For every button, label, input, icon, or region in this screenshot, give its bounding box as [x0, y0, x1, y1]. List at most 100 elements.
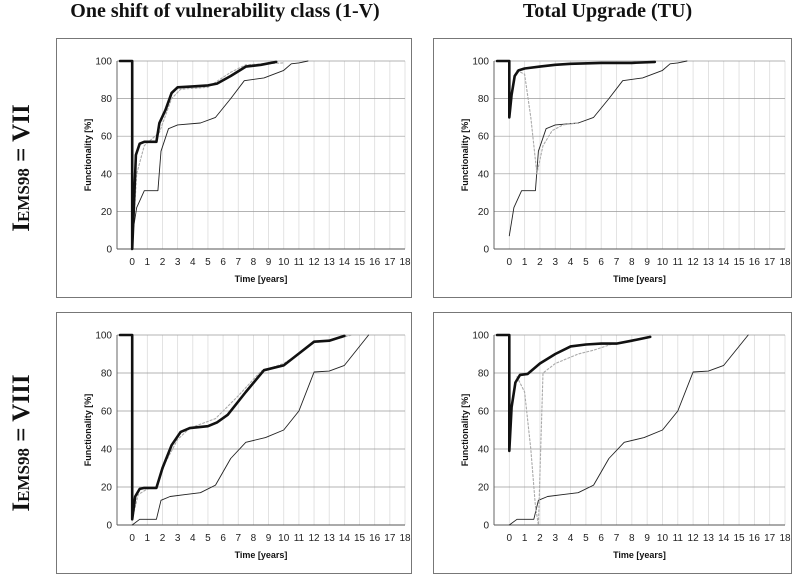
x-tick-label: 15: [354, 533, 366, 544]
series-line-bold: [495, 59, 657, 119]
chart-panel-tu-viii: 0 20 40 60 80 100 0 1 2 3 4 5 6 7 8 9 10 11 12 13 14 15 16 17 18…: [433, 312, 792, 574]
x-tick-label: 12: [688, 533, 700, 544]
x-tick-label: 9: [266, 533, 272, 544]
series-line-thin: [131, 60, 309, 237]
x-tick-label: 17: [384, 533, 396, 544]
x-axis-label: Time [years]: [613, 550, 666, 560]
x-tick-label: 17: [764, 257, 776, 268]
y-tick-label: 20: [101, 207, 113, 218]
x-tick-label: 16: [749, 257, 761, 268]
y-tick-label: 80: [101, 94, 113, 105]
x-tick-label: 8: [251, 257, 257, 268]
x-tick-label: 10: [278, 257, 290, 268]
x-tick-label: 13: [703, 533, 715, 544]
x-tick-label: 4: [190, 533, 196, 544]
y-tick-label: 100: [472, 57, 489, 68]
x-tick-label: 13: [324, 533, 336, 544]
x-tick-label: 12: [688, 257, 700, 268]
y-tick-label: 80: [101, 369, 113, 380]
y-tick-label: 60: [478, 132, 490, 143]
x-tick-label: 14: [339, 257, 351, 268]
x-tick-label: 3: [552, 257, 558, 268]
y-tick-label: 100: [472, 331, 489, 342]
x-tick-label: 7: [235, 257, 241, 268]
y-axis-label: Functionality [%]: [460, 119, 470, 192]
y-tick-label: 80: [478, 94, 490, 105]
series-line-bold: [118, 333, 346, 521]
x-tick-label: 1: [522, 533, 528, 544]
y-tick-label: 40: [101, 445, 113, 456]
x-tick-label: 18: [779, 533, 791, 544]
x-tick-label: 1: [145, 533, 151, 544]
y-tick-label: 0: [483, 521, 489, 532]
series-line-thin: [508, 334, 749, 526]
x-tick-label: 5: [583, 533, 589, 544]
x-tick-label: 11: [673, 533, 684, 544]
series-line-dotted: [516, 69, 579, 175]
y-tick-label: 60: [101, 407, 113, 418]
y-tick-label: 40: [478, 169, 490, 180]
x-tick-label: 12: [308, 257, 320, 268]
y-tick-label: 60: [101, 132, 113, 143]
series-line-bold: [118, 59, 278, 251]
x-tick-label: 13: [703, 257, 715, 268]
x-tick-label: 0: [507, 257, 513, 268]
x-tick-label: 7: [614, 257, 620, 268]
x-tick-label: 3: [175, 533, 181, 544]
x-tick-label: 13: [324, 257, 336, 268]
x-tick-label: 9: [266, 257, 272, 268]
y-axis-label: Functionality [%]: [460, 394, 470, 467]
row-title-vii: IEMS98 = VII: [8, 104, 35, 232]
series-line-dotted: [516, 342, 618, 526]
y-tick-label: 40: [478, 445, 490, 456]
x-tick-label: 2: [537, 257, 543, 268]
x-tick-label: 3: [552, 533, 558, 544]
x-tick-label: 10: [278, 533, 290, 544]
x-tick-label: 9: [644, 257, 650, 268]
x-tick-label: 0: [507, 533, 513, 544]
chart-panel-1v-vii: 0 20 40 60 80 100 0 1 2 3 4 5 6 7 8 9 10 11 12 13 14 15 16 17 18…: [56, 38, 412, 298]
x-tick-label: 16: [369, 533, 381, 544]
x-tick-label: 15: [354, 257, 366, 268]
x-tick-label: 6: [220, 257, 226, 268]
x-tick-label: 0: [129, 533, 135, 544]
x-tick-label: 6: [598, 533, 604, 544]
x-tick-label: 6: [220, 533, 226, 544]
x-tick-label: 17: [764, 533, 776, 544]
x-axis-label: Time [years]: [235, 550, 288, 560]
x-tick-label: 7: [614, 533, 620, 544]
y-tick-label: 20: [478, 207, 490, 218]
x-tick-label: 15: [733, 257, 745, 268]
x-tick-label: 16: [369, 257, 381, 268]
y-tick-label: 60: [478, 407, 490, 418]
y-axis-label: Functionality [%]: [83, 394, 93, 467]
x-tick-label: 3: [175, 257, 181, 268]
y-axis-label: Functionality [%]: [83, 119, 93, 192]
x-tick-label: 9: [644, 533, 650, 544]
x-tick-label: 10: [657, 533, 669, 544]
x-tick-label: 1: [522, 257, 528, 268]
x-axis-label: Time [years]: [235, 274, 288, 284]
x-tick-label: 5: [205, 533, 211, 544]
y-tick-label: 20: [478, 483, 490, 494]
x-tick-label: 18: [399, 257, 411, 268]
x-tick-label: 7: [235, 533, 241, 544]
chart-panel-tu-vii: 0 20 40 60 80 100 0 1 2 3 4 5 6 7 8 9 10 11 12 13 14 15 16 17 18…: [433, 38, 792, 298]
x-tick-label: 8: [629, 533, 635, 544]
y-tick-label: 40: [101, 169, 113, 180]
y-tick-label: 0: [106, 521, 112, 532]
x-tick-label: 4: [568, 257, 574, 268]
column-title-total-upgrade: Total Upgrade (TU): [522, 0, 693, 22]
y-tick-label: 0: [483, 245, 489, 256]
x-axis-label: Time [years]: [613, 274, 666, 284]
y-tick-label: 0: [106, 245, 112, 256]
x-tick-label: 18: [399, 533, 411, 544]
y-tick-label: 20: [101, 483, 113, 494]
x-tick-label: 11: [673, 257, 684, 268]
x-tick-label: 10: [657, 257, 669, 268]
x-tick-label: 15: [733, 533, 745, 544]
